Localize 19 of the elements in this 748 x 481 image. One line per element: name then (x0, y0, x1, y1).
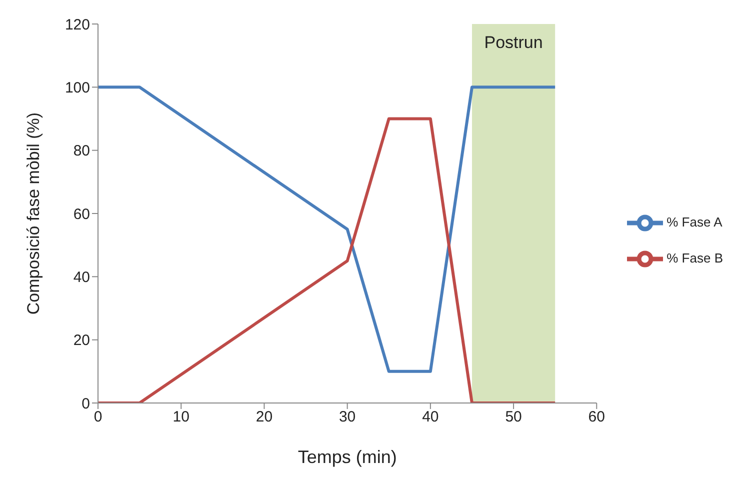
y-tick-label: 40 (73, 268, 90, 286)
y-tick-label: 20 (73, 332, 90, 350)
x-tick-label: 10 (172, 408, 190, 426)
y-tick-label: 60 (73, 206, 90, 223)
legend-label: % Fase B (666, 250, 723, 265)
y-tick-label: 120 (64, 16, 90, 34)
x-tick-label: 20 (256, 408, 273, 426)
legend-label: % Fase A (666, 214, 722, 229)
y-tick-label: 0 (82, 395, 90, 412)
y-tick-label: 100 (64, 79, 90, 96)
y-axis-title: Composició fase mòbil (%) (24, 112, 44, 315)
x-axis-title: Temps (min) (298, 447, 397, 467)
band-label: Postrun (484, 33, 543, 52)
x-tick-label: 50 (505, 408, 522, 426)
x-tick-label: 30 (338, 408, 356, 426)
x-tick-label: 0 (94, 408, 102, 426)
x-tick-label: 60 (588, 408, 605, 426)
y-tick-label: 80 (73, 142, 90, 160)
x-tick-label: 40 (422, 408, 439, 426)
